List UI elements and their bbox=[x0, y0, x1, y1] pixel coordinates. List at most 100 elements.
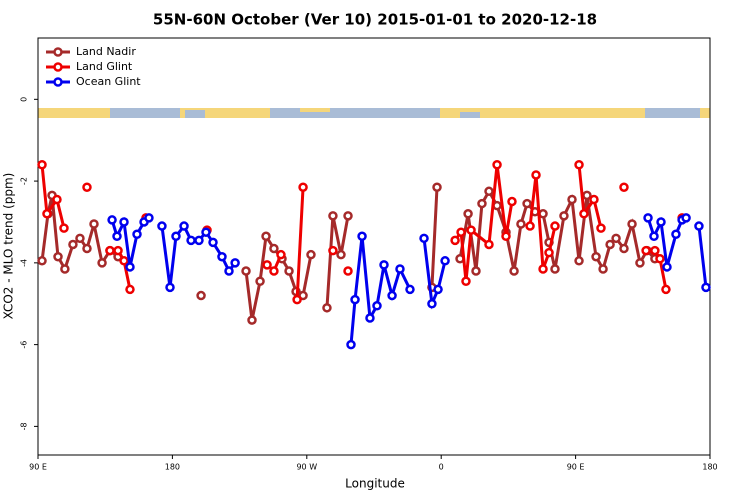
data-point bbox=[261, 231, 271, 242]
x-axis-label: Longitude bbox=[345, 477, 405, 491]
y-axis-label: XCO2 - MLO trend (ppm) bbox=[2, 173, 16, 320]
data-point bbox=[343, 211, 353, 221]
data-point bbox=[328, 211, 338, 221]
data-point bbox=[119, 256, 129, 266]
legend-marker bbox=[53, 62, 63, 72]
legend: Land Nadir Land Glint Ocean Glint bbox=[46, 45, 141, 88]
data-point bbox=[433, 284, 443, 295]
data-point bbox=[60, 264, 70, 274]
data-point bbox=[567, 194, 577, 205]
data-point bbox=[262, 260, 272, 270]
y-tick-label: -2 bbox=[20, 177, 29, 185]
map-land bbox=[300, 108, 330, 112]
x-tick-label: 90 E bbox=[567, 463, 585, 472]
data-point bbox=[466, 225, 476, 235]
x-tick-label: 180 bbox=[702, 463, 717, 472]
data-point bbox=[350, 294, 360, 305]
data-point bbox=[269, 243, 279, 254]
data-point bbox=[241, 266, 251, 276]
data-point bbox=[538, 209, 548, 219]
data-point bbox=[357, 231, 367, 242]
data-point bbox=[343, 266, 353, 276]
data-point bbox=[105, 245, 115, 256]
legend-marker bbox=[53, 47, 63, 57]
data-point bbox=[255, 276, 265, 286]
data-point bbox=[112, 231, 122, 242]
data-point bbox=[427, 298, 437, 309]
data-point bbox=[201, 227, 211, 237]
data-point bbox=[53, 251, 63, 262]
data-point bbox=[701, 282, 711, 293]
data-point bbox=[516, 219, 526, 229]
data-point bbox=[463, 209, 473, 219]
data-point bbox=[574, 159, 584, 170]
x-tick-label: 90 E bbox=[29, 463, 47, 472]
map-strip bbox=[38, 108, 710, 118]
data-point bbox=[507, 196, 517, 207]
map-ocean bbox=[270, 108, 440, 118]
data-point bbox=[107, 215, 117, 225]
data-point bbox=[661, 284, 671, 295]
data-point bbox=[550, 221, 560, 231]
data-point bbox=[346, 339, 356, 350]
data-point bbox=[471, 266, 481, 276]
y-tick-label: 0 bbox=[20, 97, 29, 102]
data-point bbox=[509, 266, 519, 276]
data-point bbox=[208, 237, 218, 248]
data-point bbox=[544, 247, 554, 258]
data-point bbox=[269, 266, 279, 276]
data-point bbox=[681, 213, 691, 223]
data-point bbox=[171, 231, 181, 242]
map-ocean bbox=[185, 110, 205, 118]
data-point bbox=[230, 258, 240, 268]
data-point bbox=[132, 229, 142, 239]
data-point bbox=[379, 260, 389, 270]
data-point bbox=[419, 233, 429, 244]
data-point bbox=[157, 221, 167, 231]
data-point bbox=[596, 223, 606, 233]
data-point bbox=[247, 315, 257, 325]
data-point bbox=[165, 282, 175, 293]
data-point bbox=[655, 254, 665, 264]
data-point bbox=[372, 301, 382, 311]
data-point bbox=[37, 256, 47, 266]
data-point bbox=[144, 213, 154, 223]
data-point bbox=[619, 182, 629, 192]
x-tick-label: 90 W bbox=[296, 463, 317, 472]
data-point bbox=[113, 245, 123, 256]
legend-label: Land Glint bbox=[76, 60, 133, 73]
data-point bbox=[456, 227, 466, 237]
data-point bbox=[671, 229, 681, 239]
data-point bbox=[538, 264, 548, 274]
data-point bbox=[522, 198, 532, 209]
data-point bbox=[52, 194, 62, 205]
data-point bbox=[591, 251, 601, 262]
data-point bbox=[492, 159, 502, 170]
data-point bbox=[635, 258, 645, 268]
data-point bbox=[432, 182, 442, 192]
data-point bbox=[450, 235, 460, 246]
data-point bbox=[582, 190, 592, 201]
data-point bbox=[224, 266, 234, 276]
data-point bbox=[598, 264, 608, 274]
data-point bbox=[68, 239, 78, 250]
data-point bbox=[322, 303, 332, 313]
data-point bbox=[306, 249, 316, 260]
data-point bbox=[484, 239, 494, 250]
x-tick-label: 180 bbox=[165, 463, 180, 472]
data-point bbox=[662, 262, 672, 272]
data-point bbox=[276, 249, 286, 260]
data-point bbox=[694, 221, 704, 231]
data-point bbox=[336, 249, 346, 260]
data-point bbox=[82, 182, 92, 192]
data-point bbox=[643, 213, 653, 223]
data-point bbox=[619, 243, 629, 254]
data-point bbox=[484, 186, 494, 197]
plot-frame bbox=[37, 37, 711, 456]
data-point bbox=[574, 256, 584, 266]
data-point bbox=[395, 264, 405, 274]
data-point bbox=[75, 233, 85, 244]
data-point bbox=[292, 294, 302, 305]
